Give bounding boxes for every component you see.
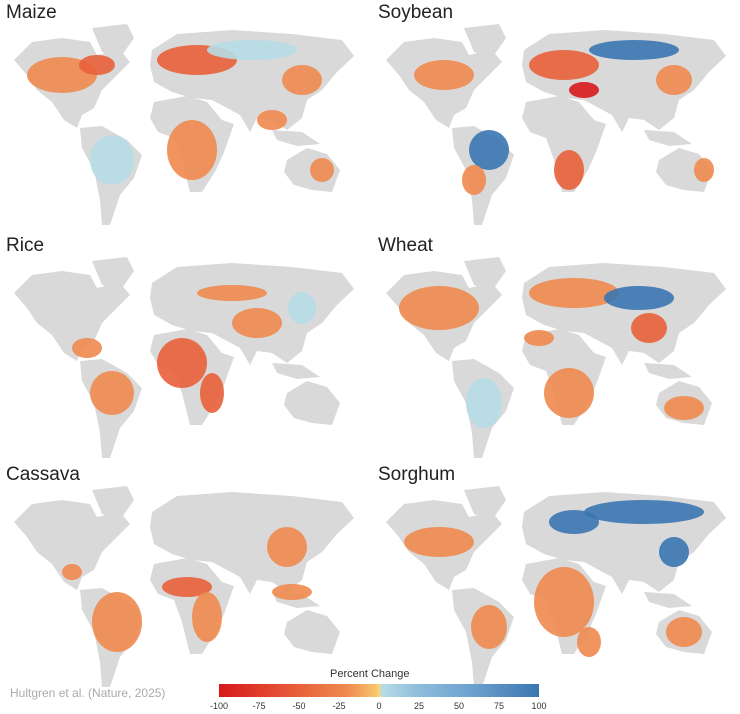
map-panel-sorghum: Sorghum [372, 462, 737, 687]
yield-change-region [466, 378, 502, 428]
yield-change-region [162, 577, 212, 597]
yield-change-region [469, 130, 509, 170]
yield-change-region [462, 165, 486, 195]
legend-tick: -25 [332, 701, 346, 711]
yield-change-region [604, 286, 674, 310]
yield-change-region [666, 617, 702, 647]
yield-change-region [272, 584, 312, 600]
map-panel-rice: Rice [0, 233, 365, 458]
yield-change-region [192, 592, 222, 642]
yield-change-region [549, 510, 599, 534]
yield-change-region [529, 50, 599, 80]
yield-change-region [62, 564, 82, 580]
yield-change-region [232, 308, 282, 338]
yield-change-region [524, 330, 554, 346]
panel-title: Wheat [378, 235, 433, 256]
legend-colorbar [219, 684, 539, 697]
legend-tick: -50 [292, 701, 306, 711]
yield-change-region [72, 338, 102, 358]
yield-change-region [664, 396, 704, 420]
yield-change-region [167, 120, 217, 180]
legend-title: Percent Change [330, 668, 410, 680]
yield-change-region [534, 567, 594, 637]
map-panel-soybean: Soybean [372, 0, 737, 225]
yield-change-region [589, 40, 679, 60]
yield-change-region [282, 65, 322, 95]
yield-change-region [257, 110, 287, 130]
yield-change-region [414, 60, 474, 90]
yield-change-region [577, 627, 601, 657]
yield-change-region [529, 278, 619, 308]
legend-tick: 0 [376, 701, 382, 711]
world-map [386, 257, 726, 458]
yield-change-region [92, 592, 142, 652]
legend-tick: -100 [209, 701, 229, 711]
yield-change-region [399, 286, 479, 330]
yield-change-region [200, 373, 224, 413]
source-credit: Hultgren et al. (Nature, 2025) [10, 686, 166, 700]
yield-change-region [90, 371, 134, 415]
yield-change-region [157, 338, 207, 388]
yield-change-region [404, 527, 474, 557]
world-map [14, 257, 354, 458]
yield-change-region [554, 150, 584, 190]
world-map [386, 24, 726, 225]
yield-change-region [207, 40, 297, 60]
legend-tick: -75 [252, 701, 266, 711]
yield-change-region [694, 158, 714, 182]
panel-title: Soybean [378, 2, 454, 23]
yield-change-region [656, 65, 692, 95]
panel-title: Cassava [6, 464, 80, 485]
yield-change-region [569, 82, 599, 98]
world-map [14, 486, 354, 687]
map-panel-maize: Maize [0, 0, 365, 225]
legend-tick: 25 [413, 701, 425, 711]
yield-change-region [584, 500, 704, 524]
legend-tick: 75 [493, 701, 505, 711]
map-panel-wheat: Wheat [372, 233, 737, 458]
yield-change-region [197, 285, 267, 301]
panel-title: Maize [6, 2, 57, 23]
panel-title: Sorghum [378, 464, 456, 485]
legend-tick: 50 [453, 701, 465, 711]
world-map [14, 24, 354, 225]
map-panel-cassava: Cassava [0, 462, 365, 687]
yield-change-region [544, 368, 594, 418]
yield-change-region [471, 605, 507, 649]
yield-change-region [288, 292, 316, 324]
yield-change-region [90, 135, 134, 185]
yield-change-region [631, 313, 667, 343]
legend-tick: 100 [531, 701, 547, 711]
yield-change-region [267, 527, 307, 567]
yield-change-region [79, 55, 115, 75]
world-map [386, 486, 726, 687]
yield-change-region [310, 158, 334, 182]
yield-change-region [659, 537, 689, 567]
panel-title: Rice [6, 235, 45, 256]
